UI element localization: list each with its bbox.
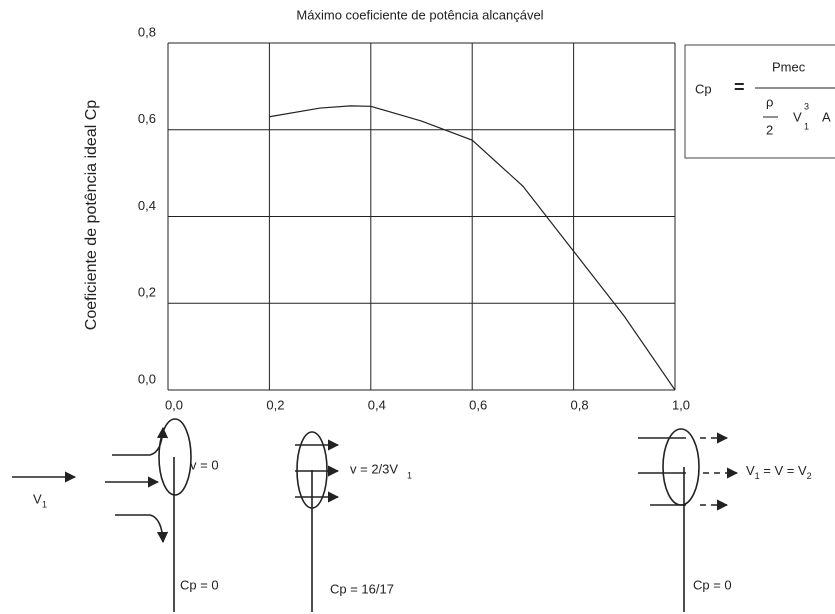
x-tick-label: 0,2 [266, 397, 284, 412]
cp-label: Cp = 16/17 [330, 581, 394, 596]
formula-two: 2 [766, 122, 773, 137]
speed-part: = V = V [760, 463, 807, 478]
formula-rho: ρ [766, 94, 773, 109]
y-tick-label: 0,0 [138, 371, 156, 386]
formula-v-sup: 3 [804, 101, 809, 111]
formula-area: A [822, 109, 831, 124]
inflow-label-sub: 1 [42, 499, 47, 509]
inflow-label: V [33, 491, 42, 506]
formula-v-sub: 1 [804, 121, 809, 131]
streamline [115, 514, 169, 544]
speed-part: V [746, 463, 755, 478]
y-tick-label: 0,6 [138, 111, 156, 126]
cp-label: Cp = 0 [180, 577, 219, 592]
data-line [269, 105, 676, 391]
speed-sub: 2 [807, 471, 812, 481]
formula-box [684, 44, 835, 159]
x-tick-label: 0,0 [165, 397, 183, 412]
rotor [158, 418, 192, 496]
y-tick-label: 0,8 [138, 24, 156, 39]
formula-v: V [793, 109, 802, 124]
streamline [112, 426, 169, 456]
chart-title: Máximo coeficiente de potência alcançáve… [296, 7, 543, 22]
speed-label: v = 0 [190, 457, 219, 472]
x-tick-label: 0,6 [469, 397, 487, 412]
speed-label-sub: 1 [407, 470, 412, 480]
x-tick-label: 1,0 [672, 397, 690, 412]
speed-label: v = 2/3V [350, 461, 398, 476]
formula-numerator: Pmec [772, 59, 806, 74]
formula-equals: = [734, 77, 745, 97]
y-tick-label: 0,4 [138, 198, 156, 213]
x-tick-label: 0,8 [571, 397, 589, 412]
y-axis-label: Coeficiente de potência ideal Cp [83, 100, 100, 330]
y-tick-label: 0,2 [138, 285, 156, 300]
speed-label: V1 = V = V2 [746, 463, 812, 481]
formula-lhs: Cp [695, 81, 712, 96]
cp-label: Cp = 0 [693, 577, 732, 592]
x-tick-label: 0,4 [368, 397, 386, 412]
rotor [662, 428, 700, 506]
speed-sub: 1 [755, 471, 760, 481]
